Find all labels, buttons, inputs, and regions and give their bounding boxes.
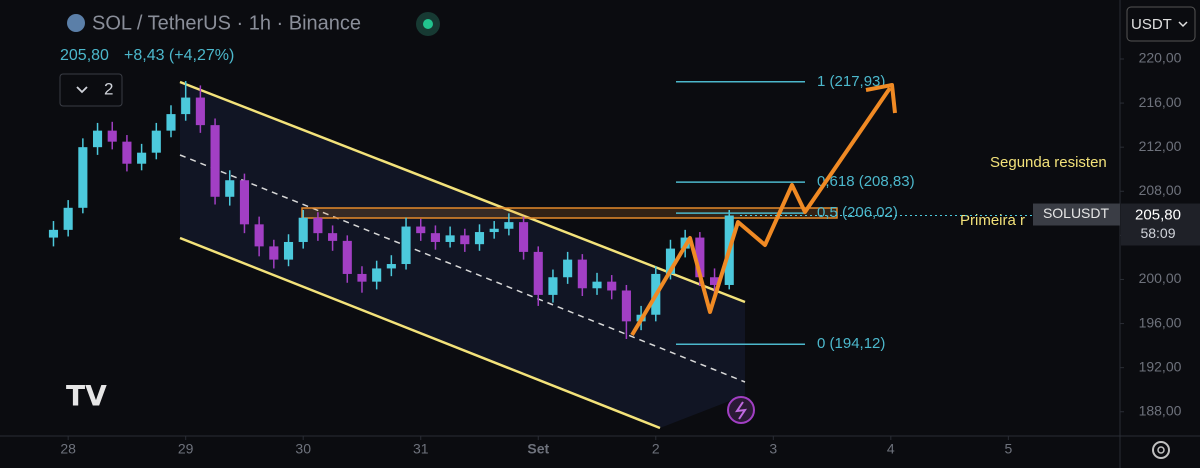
- candle-body: [519, 222, 529, 252]
- x-tick-label: 5: [1004, 441, 1012, 457]
- symbol-title: SOL / TetherUS · 1h · Binance: [92, 12, 361, 34]
- candle-body: [342, 240, 352, 274]
- x-tick-label: 4: [887, 441, 895, 457]
- channel-area: [180, 82, 745, 428]
- candle-body: [489, 228, 499, 233]
- price-tags: SOLUSDT 205,80 58:09: [740, 203, 1200, 246]
- candle-body: [563, 259, 573, 278]
- price-tag-bg: [1121, 203, 1200, 246]
- x-tick-label: Set: [527, 441, 549, 457]
- x-tick-label: 29: [178, 441, 194, 457]
- header-price: 205,80: [60, 47, 109, 64]
- candle-body: [445, 235, 455, 242]
- candle-body: [577, 259, 587, 289]
- candle-body: [430, 233, 440, 242]
- symbol-icon: [67, 14, 85, 32]
- candle-body: [181, 97, 191, 115]
- axes: 188,00192,00196,00200,00204,00208,00212,…: [60, 50, 1181, 457]
- header-change: +8,43 (+4,27%): [124, 47, 234, 64]
- candle-body: [269, 246, 279, 260]
- candle-body: [621, 290, 631, 322]
- candle-body: [474, 232, 485, 245]
- candle-body: [416, 226, 426, 234]
- candle-body: [504, 222, 514, 229]
- candle-body: [107, 130, 117, 142]
- settings-icon-core: [1157, 446, 1165, 454]
- candle-body: [283, 241, 294, 260]
- candle-body: [298, 217, 308, 242]
- channel-lower: [179, 236, 661, 430]
- y-tick-label: 212,00: [1139, 138, 1182, 154]
- annotation: Segunda resisten: [990, 154, 1107, 171]
- fibonacci: 1 (217,93) 0,618 (208,83) 0,5 (206,02) 0 (1…: [676, 73, 915, 352]
- symbol-tag-bg: [1033, 203, 1120, 226]
- chevron: [1178, 21, 1188, 28]
- chevron: [76, 86, 88, 94]
- candle-body: [63, 207, 73, 230]
- annotation: Primeira r: [960, 212, 1025, 229]
- candle-body: [372, 268, 382, 282]
- resistance-zone: [301, 207, 838, 219]
- y-tick-label: 188,00: [1139, 402, 1182, 418]
- settings-icon[interactable]: [1152, 441, 1170, 459]
- price-tag: 205,80: [1135, 206, 1181, 223]
- channel-mid: [179, 154, 746, 383]
- y-tick-label: 208,00: [1139, 182, 1182, 198]
- candle-body: [695, 237, 705, 278]
- indicator-count: 2: [104, 79, 113, 98]
- candle-body: [709, 277, 720, 285]
- candle-body: [151, 130, 161, 153]
- x-tick-label: 3: [769, 441, 777, 457]
- channel-upper: [179, 80, 746, 304]
- candle-body: [386, 264, 396, 269]
- candle-body: [460, 235, 470, 245]
- candle-body: [357, 273, 367, 282]
- candle-body: [313, 217, 323, 234]
- y-tick-label: 216,00: [1139, 94, 1182, 110]
- candle-body: [548, 277, 558, 295]
- candle-body: [78, 147, 88, 208]
- projection-arrow: [630, 86, 892, 337]
- candle-body: [166, 114, 176, 131]
- x-tick-label: 2: [652, 441, 660, 457]
- candle-body: [607, 281, 617, 291]
- symbol-tag: SOLUSDT: [1043, 205, 1110, 221]
- candle-body: [137, 152, 147, 164]
- candle-body: [533, 251, 543, 295]
- indicator-toggle[interactable]: [59, 73, 123, 107]
- candle-body: [239, 180, 250, 225]
- candle-body: [122, 141, 132, 164]
- candle-body: [210, 125, 220, 197]
- candle-body: [48, 229, 59, 238]
- y-tick-label: 200,00: [1139, 270, 1182, 286]
- currency: USDT: [1131, 16, 1172, 33]
- y-tick-label: 192,00: [1139, 358, 1182, 374]
- logo: 𝗧𝗩: [66, 380, 107, 411]
- currency-selector[interactable]: [1126, 6, 1196, 42]
- candle-body: [225, 180, 235, 197]
- arrow-head: [865, 83, 897, 114]
- candle-body: [401, 226, 411, 265]
- candle-body: [195, 97, 205, 126]
- fib-label: 0,5 (206,02): [817, 204, 898, 221]
- x-tick-label: 30: [295, 441, 311, 457]
- fib-label: 1 (217,93): [817, 73, 885, 90]
- candle-body: [592, 281, 602, 289]
- y-tick-label: 220,00: [1139, 50, 1182, 66]
- y-tick-label: 196,00: [1139, 314, 1182, 330]
- candle-body: [328, 233, 338, 241]
- bolt: [734, 401, 748, 420]
- candle-body: [665, 248, 676, 274]
- candle-body: [92, 130, 103, 148]
- candle-body: [254, 224, 264, 247]
- countdown: 58:09: [1140, 225, 1175, 241]
- x-tick-label: 31: [413, 441, 429, 457]
- fib-label: 0,618 (208,83): [817, 173, 915, 190]
- status-dot: [423, 19, 433, 29]
- fib-label: 0 (194,12): [817, 335, 885, 352]
- x-tick-label: 28: [60, 441, 76, 457]
